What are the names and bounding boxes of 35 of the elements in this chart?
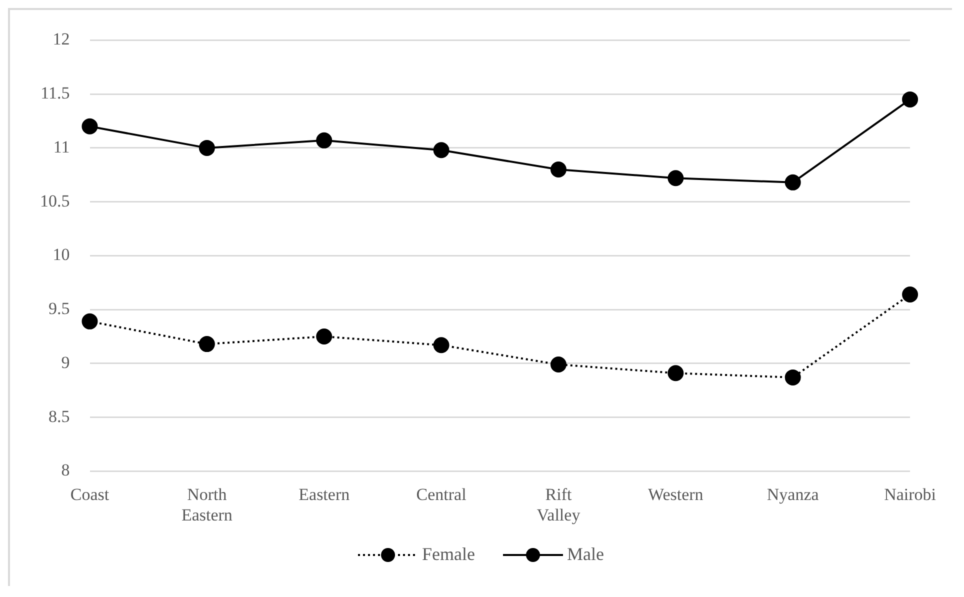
y-tick-label: 8 — [61, 460, 70, 480]
legend-label: Male — [567, 544, 604, 565]
x-tick-label: Western — [648, 484, 704, 504]
point — [198, 140, 215, 156]
x-tick-label: Rift Valley — [536, 484, 581, 524]
x-tick-label: Nyanza — [766, 484, 820, 504]
x-tick-label: Nairobi — [884, 484, 936, 504]
point — [198, 336, 215, 352]
point — [316, 132, 332, 148]
legend-label: Female — [422, 544, 475, 565]
y-tick-label: 9 — [61, 352, 70, 372]
x-tick-label: Central — [416, 484, 467, 504]
point — [784, 369, 801, 386]
point — [784, 174, 801, 190]
point — [82, 118, 98, 134]
point — [82, 313, 98, 330]
point — [668, 170, 684, 186]
y-tick-label: 12 — [52, 30, 70, 49]
y-tick-label: 10.5 — [40, 191, 70, 210]
point — [316, 328, 332, 345]
point — [668, 365, 684, 382]
x-tick-label: Eastern — [298, 484, 350, 504]
point — [902, 91, 918, 108]
point — [433, 142, 450, 158]
y-tick-label: 8.5 — [48, 406, 70, 426]
point — [433, 337, 450, 354]
point — [550, 356, 566, 373]
y-tick-label: 11 — [53, 137, 70, 156]
point — [902, 286, 918, 302]
y-tick-label: 11.5 — [40, 84, 70, 103]
x-tick-label: North Eastern — [181, 484, 233, 524]
x-tick-label: Coast — [70, 484, 110, 504]
y-tick-label: 9.5 — [48, 299, 70, 318]
y-tick-label: 10 — [52, 245, 70, 264]
point — [550, 162, 566, 178]
